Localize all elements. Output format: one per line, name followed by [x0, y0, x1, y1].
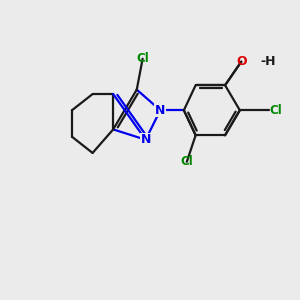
Text: N: N [155, 104, 166, 117]
Text: Cl: Cl [136, 52, 149, 65]
Text: Cl: Cl [269, 104, 282, 117]
Text: N: N [140, 133, 151, 146]
Text: -H: -H [260, 55, 276, 68]
Text: O: O [236, 55, 247, 68]
Text: Cl: Cl [180, 155, 193, 168]
